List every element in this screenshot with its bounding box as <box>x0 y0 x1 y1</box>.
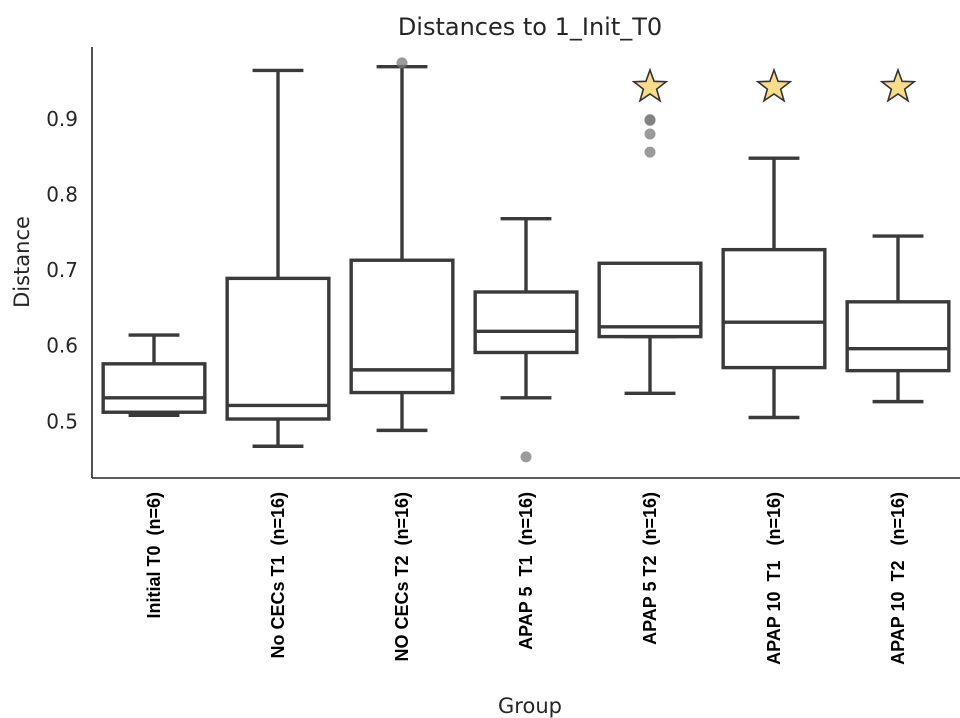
category-label: APAP 10 T1 (n=16) <box>764 492 784 665</box>
x-axis-label: Group <box>498 694 562 718</box>
outlier-point <box>396 57 408 69</box>
boxes-layer <box>101 64 951 448</box>
chart-title: Distances to 1_Init_T0 <box>398 13 662 41</box>
significance-star-icon <box>879 67 917 103</box>
axes: 0.5 0.6 0.7 0.8 0.9 <box>46 47 960 479</box>
y-tick-label: 0.7 <box>46 258 78 282</box>
category-label: APAP 5 T1 (n=16) <box>516 492 536 650</box>
outlier-point <box>644 146 656 158</box>
category-label: APAP 5 T2 (n=16) <box>640 492 660 645</box>
box-group <box>349 64 455 433</box>
box-iqr <box>597 261 703 339</box>
box-iqr <box>721 247 827 370</box>
category-label: NO CECs T2 (n=16) <box>392 492 412 662</box>
outlier-layer <box>396 57 656 463</box>
significance-stars-layer <box>631 67 917 103</box>
category-label: Initial T0 (n=6) <box>144 492 164 619</box>
category-label: APAP 10 T2 (n=16) <box>888 492 908 665</box>
box-iqr <box>225 276 331 421</box>
significance-star-icon <box>631 67 669 103</box>
y-axis-label: Distance <box>10 216 34 308</box>
significance-star-icon <box>755 67 793 103</box>
box-group <box>845 234 951 404</box>
category-labels: Initial T0 (n=6) No CECs T1 (n=16) NO CECs… <box>144 492 908 665</box>
box-iqr <box>101 362 207 414</box>
box-group <box>721 156 827 420</box>
y-tick-label: 0.8 <box>46 182 78 206</box>
y-tick-label: 0.9 <box>46 107 78 131</box>
box-group <box>225 68 331 448</box>
box-group <box>101 333 207 417</box>
box-group <box>597 261 703 396</box>
y-tick-label: 0.5 <box>46 409 78 433</box>
box-iqr <box>473 290 579 355</box>
outlier-point <box>644 114 656 126</box>
y-tick-label: 0.6 <box>46 334 78 358</box>
outlier-point <box>644 128 656 140</box>
box-iqr <box>349 258 455 395</box>
category-label: No CECs T1 (n=16) <box>268 492 288 659</box>
box-iqr <box>845 300 951 373</box>
box-group <box>473 216 579 400</box>
outlier-point <box>520 451 532 463</box>
